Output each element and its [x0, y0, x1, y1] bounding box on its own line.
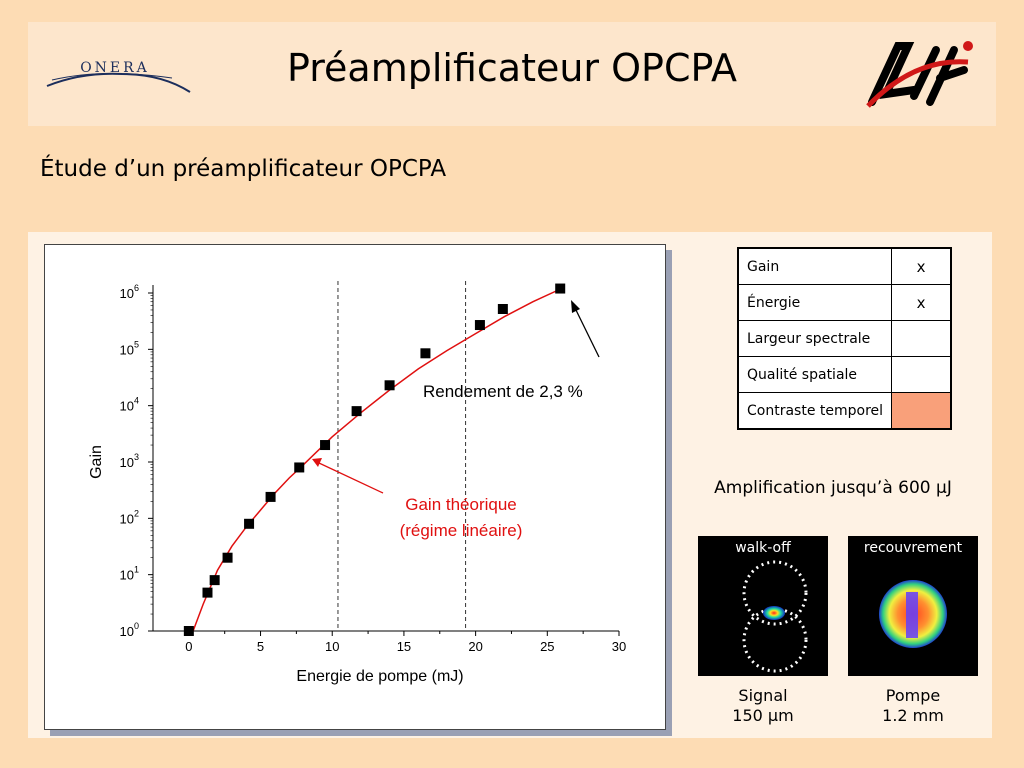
y-tick-label: 101 [120, 565, 139, 583]
table-row-label: Qualité spatiale [737, 356, 893, 393]
y-tick-exponent: 4 [134, 396, 139, 406]
table-row: Énergie x [737, 284, 952, 321]
y-tick-base: 10 [120, 342, 134, 357]
efficiency-arrow-line [574, 307, 600, 358]
table-row-mark [891, 356, 952, 393]
measured-gain-point [183, 626, 194, 636]
signal-caption: Signal 150 µm [688, 686, 838, 726]
efficiency-annotation: Rendement de 2,3 % [423, 382, 583, 401]
x-axis-label: Energie de pompe (mJ) [296, 668, 463, 685]
y-tick-base: 10 [120, 286, 134, 301]
y-tick-exponent: 1 [134, 565, 139, 575]
y-tick-exponent: 6 [134, 283, 139, 293]
x-tick-label: 15 [397, 639, 411, 654]
overlap-label: recouvrement [863, 540, 963, 556]
measured-gain-point [265, 491, 276, 502]
overlap-beam-image: recouvrement [848, 536, 978, 676]
measured-gain-point [497, 303, 508, 314]
y-tick-label: 105 [120, 339, 139, 357]
y-tick-exponent: 3 [134, 452, 139, 462]
theory-arrow-line [318, 462, 384, 494]
measured-gain-point [222, 552, 233, 563]
measured-gain-point [555, 283, 566, 294]
signal-caption-line2: 150 µm [732, 706, 794, 725]
y-tick-label: 104 [120, 396, 139, 414]
table-row-label: Contraste temporel [737, 392, 893, 430]
table-row: Qualité spatiale [737, 356, 952, 393]
header-banner: ONERA Préamplificateur OPCPA [28, 22, 996, 126]
measured-gain-point [384, 380, 395, 391]
page-title: Préamplificateur OPCPA [287, 46, 737, 90]
y-tick-exponent: 5 [134, 339, 139, 349]
x-tick-label: 30 [612, 639, 626, 654]
x-tick-label: 20 [468, 639, 482, 654]
table-row-label: Énergie [737, 284, 893, 321]
table-row-label: Gain [737, 247, 893, 285]
amplification-note: Amplification jusqu’à 600 µJ [714, 478, 952, 498]
gain-chart: 0 5 10 15 20 25 30 100 101 102 103 104 105 106 Energie… [44, 244, 666, 730]
measured-gain-point [351, 406, 362, 417]
onera-logo-text: ONERA [80, 60, 150, 76]
theory-annotation-line1: Gain théorique [405, 495, 517, 514]
efficiency-arrow-head [571, 300, 580, 313]
walkoff-beam-image: walk-off [698, 536, 828, 676]
walkoff-beam-graphic [742, 560, 808, 673]
measured-gain-point [244, 518, 255, 529]
pump-caption-line2: 1.2 mm [882, 706, 944, 725]
y-tick-exponent: 0 [134, 621, 139, 631]
table-row: Contraste temporel [737, 392, 952, 430]
pump-caption: Pompe 1.2 mm [838, 686, 988, 726]
measured-gain-point [209, 575, 220, 586]
y-tick-label: 102 [120, 508, 139, 526]
y-tick-base: 10 [120, 399, 134, 414]
table-row-mark: x [891, 284, 952, 321]
table-row: Gain x [737, 247, 952, 285]
y-tick-base: 10 [120, 511, 134, 526]
theory-annotation-line2: (régime linéaire) [400, 521, 523, 540]
x-tick-label: 25 [540, 639, 554, 654]
measured-gain-point [474, 320, 485, 331]
slide-subtitle: Étude d’un préamplificateur OPCPA [40, 156, 447, 182]
table-row-label: Largeur spectrale [737, 320, 893, 357]
overlap-beam-graphic [879, 580, 947, 648]
table-row-mark [891, 320, 952, 357]
x-tick-label: 5 [257, 639, 264, 654]
table-row-mark: x [891, 247, 952, 285]
content-panel: 0 5 10 15 20 25 30 100 101 102 103 104 105 106 Energie… [28, 232, 992, 738]
y-tick-label: 103 [120, 452, 139, 470]
signal-caption-line1: Signal [738, 686, 788, 705]
y-tick-base: 10 [120, 455, 134, 470]
y-tick-base: 10 [120, 568, 134, 583]
y-tick-label: 100 [120, 621, 139, 639]
measured-gain-point [420, 348, 431, 359]
theory-arrow-head [312, 458, 322, 467]
x-tick-label: 10 [325, 639, 339, 654]
theoretical-gain-curve [192, 287, 562, 632]
pump-caption-line1: Pompe [885, 686, 941, 705]
measured-gain-point [320, 440, 331, 451]
x-tick-label: 0 [185, 639, 192, 654]
measured-gain-point [202, 587, 213, 598]
y-tick-base: 10 [120, 624, 134, 639]
chart-canvas: 0 5 10 15 20 25 30100101102103104105106Energie… [88, 281, 626, 685]
y-axis-label: Gain [88, 445, 105, 479]
table-row: Largeur spectrale [737, 320, 952, 357]
table-row-mark [891, 392, 952, 430]
measured-gain-point [294, 462, 305, 473]
walkoff-label: walk-off [735, 540, 791, 556]
y-tick-exponent: 2 [134, 508, 139, 518]
y-tick-label: 106 [120, 283, 139, 301]
onera-logo [46, 72, 191, 93]
university-logo [866, 41, 973, 108]
properties-table: Gain x Énergie x Largeur spectrale Qualité sp… [737, 247, 953, 430]
